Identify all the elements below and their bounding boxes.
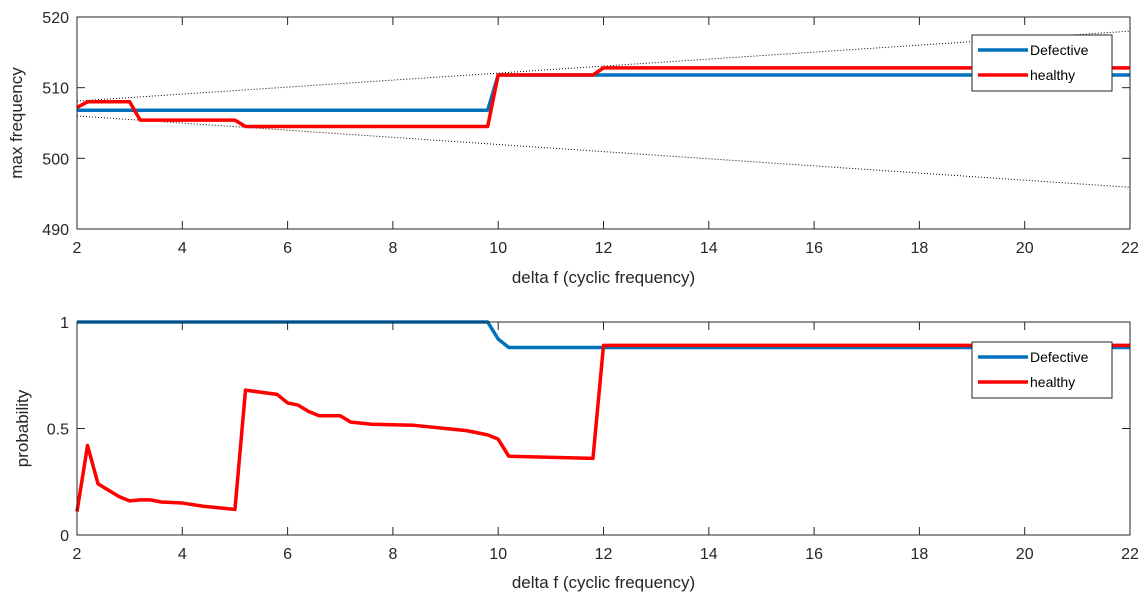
- y-tick-label: 500: [42, 151, 69, 168]
- y-tick-label: 520: [42, 10, 69, 27]
- reference-line-2: [76, 115, 1131, 188]
- y-tick-label: 0: [60, 528, 69, 545]
- legend: Defective healthy: [971, 341, 1113, 399]
- y-tick-label: 490: [42, 222, 69, 239]
- chart-2: 2 4 6 8 10 12 14 16 18 20 22 0 0.5 1 delta f (cyclic f…: [13, 315, 1139, 592]
- series-line-healthy: [76, 66, 1130, 129]
- legend-label-healthy: healthy: [1030, 374, 1075, 390]
- x-tick-label: 14: [700, 546, 718, 563]
- x-tick-label: 12: [595, 240, 613, 257]
- chart-1: 2 4 6 8 10 12 14 16 18 20 22 490 500 510 520 delta f (c…: [7, 10, 1139, 287]
- x-tick-label: 10: [489, 240, 507, 257]
- x-axis-label: delta f (cyclic frequency): [512, 268, 695, 287]
- legend-box: [971, 341, 1113, 399]
- x-tick-label: 20: [1016, 240, 1034, 257]
- legend-box: [971, 34, 1113, 92]
- x-tick-label: 20: [1016, 546, 1034, 563]
- legend-label-defective: Defective: [1030, 349, 1089, 365]
- x-tick-label: 2: [73, 240, 82, 257]
- legend-label-defective: Defective: [1030, 42, 1089, 58]
- x-tick-label: 2: [73, 546, 82, 563]
- legend: Defective healthy: [971, 34, 1113, 92]
- y-axis-label: probability: [13, 389, 32, 467]
- x-tick-label: 22: [1121, 240, 1139, 257]
- x-tick-label: 22: [1121, 546, 1139, 563]
- reference-line-1: [76, 30, 1131, 102]
- x-tick-label: 18: [911, 240, 929, 257]
- x-tick-label: 18: [911, 546, 929, 563]
- y-tick-label: 510: [42, 81, 69, 98]
- x-tick-label: 16: [805, 240, 823, 257]
- x-tick-label: 12: [595, 546, 613, 563]
- series-line-healthy: [75, 343, 1130, 512]
- plot-area: [77, 17, 1130, 229]
- y-tick-label: 0.5: [47, 422, 69, 439]
- x-tick-label: 10: [489, 546, 507, 563]
- x-tick-label: 8: [388, 240, 397, 257]
- x-tick-label: 16: [805, 546, 823, 563]
- legend-label-healthy: healthy: [1030, 67, 1075, 83]
- x-tick-label: 6: [283, 546, 292, 563]
- y-tick-label: 1: [60, 315, 69, 332]
- x-tick-label: 8: [388, 546, 397, 563]
- x-axis-label: delta f (cyclic frequency): [512, 573, 695, 592]
- x-tick-label: 6: [283, 240, 292, 257]
- y-axis-label: max frequency: [7, 67, 26, 179]
- x-tick-label: 14: [700, 240, 718, 257]
- x-tick-label: 4: [178, 240, 187, 257]
- x-tick-label: 4: [178, 546, 187, 563]
